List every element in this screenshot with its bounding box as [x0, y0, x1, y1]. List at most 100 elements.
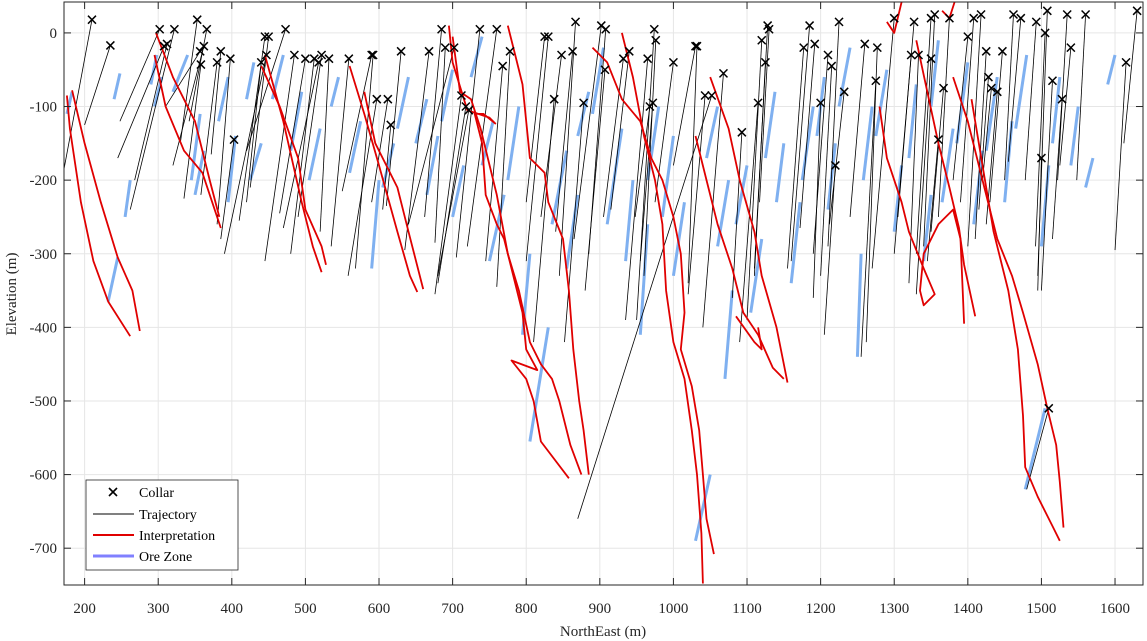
ore-zone-segment [789, 202, 802, 284]
y-tick-label: -200 [30, 173, 58, 189]
trajectory-line [485, 66, 504, 262]
trajectory-line [434, 95, 462, 295]
collar-marker [913, 50, 924, 60]
trajectory-line [937, 18, 950, 217]
collar-marker [1132, 6, 1142, 16]
collar-marker [87, 15, 97, 25]
collar-marker [557, 50, 567, 60]
collar-marker [839, 87, 849, 97]
x-tick-label: 1000 [658, 601, 688, 617]
trajectory-line [610, 51, 630, 210]
trajectory-line [974, 51, 987, 240]
collar-marker [1062, 9, 1072, 20]
collar-marker [368, 50, 378, 60]
collar-marker [983, 72, 993, 82]
collar-marker [192, 15, 202, 25]
trajectory-line [424, 29, 442, 217]
x-tick-labels: 200 300 400 500 600 700 800 900 1000 1100 1200 1300… [73, 601, 1130, 617]
trajectory-line [200, 62, 218, 195]
ore-zone-segment [528, 327, 550, 442]
trajectory-line [183, 64, 202, 199]
collar-marker [830, 160, 840, 170]
ore-zone-segment [705, 106, 720, 159]
x-tick-label: 1100 [732, 601, 761, 617]
collar-marker [261, 50, 271, 60]
trajectory-line [341, 54, 373, 192]
x-axis-title: NorthEast (m) [560, 624, 646, 640]
collar-series [87, 6, 1142, 413]
trajectory-line [759, 29, 770, 203]
collar-marker [464, 105, 474, 115]
collar-marker [396, 46, 406, 56]
trajectory-line [1037, 10, 1048, 276]
trajectory-line [753, 25, 769, 269]
trajectory-line [1059, 47, 1072, 166]
trajectory-line [179, 19, 198, 144]
trajectory-line [860, 80, 877, 357]
trajectory-line [564, 102, 585, 343]
plot-area-frame [63, 1, 1144, 586]
ore-zone-segment [506, 106, 521, 181]
legend-label-trajectory: Trajectory [139, 508, 197, 523]
trajectory-line [1035, 32, 1046, 247]
y-tick-label: 0 [50, 26, 58, 42]
ore-zone-segment [425, 135, 440, 196]
trajectory-line [639, 102, 654, 262]
trajectory-line [290, 58, 315, 254]
trajectory-line [1052, 99, 1063, 240]
collar-marker [105, 40, 115, 50]
ore-zone-segment [624, 180, 635, 262]
ore-zone-segment [414, 98, 429, 144]
collar-marker [1047, 76, 1058, 86]
trajectory-line [437, 106, 467, 284]
trajectory-line [555, 51, 573, 232]
ore-zone-segment [892, 165, 904, 232]
trajectory-line [355, 54, 374, 269]
trajectory-line [634, 106, 651, 217]
collar-marker [737, 127, 747, 137]
ore-zone-segment [774, 143, 786, 203]
collar-marker [992, 87, 1002, 97]
interpretation-line [735, 315, 763, 351]
collar-marker [1057, 94, 1067, 104]
ore-zone-segment [929, 40, 940, 107]
collar-marker [212, 57, 222, 67]
trajectory-line [188, 29, 208, 122]
collar-marker [930, 9, 940, 20]
collar-marker [424, 46, 434, 56]
collar-marker [202, 24, 212, 34]
ore-zone-segment [1050, 76, 1062, 144]
collar-marker [1031, 17, 1041, 27]
collar-marker [976, 9, 986, 20]
collar-marker [1066, 43, 1076, 53]
collar-marker [169, 24, 179, 34]
collar-marker [505, 46, 515, 56]
trajectory-line [673, 46, 696, 166]
collar-marker [834, 17, 844, 27]
interpretation-line [71, 90, 141, 332]
x-tick-label: 1400 [953, 601, 983, 617]
trajectory-line [220, 139, 235, 240]
collar-marker [643, 54, 653, 64]
ore-zone-segment [855, 253, 863, 357]
y-tick-label: -300 [30, 247, 58, 263]
collar-marker [289, 50, 299, 60]
ore-zone-segment [1014, 54, 1029, 129]
ore-zone-segment [106, 257, 120, 302]
collar-marker [1042, 6, 1052, 16]
trajectory-line [687, 46, 698, 284]
x-tick-label: 1300 [879, 601, 909, 617]
collar-marker [1036, 153, 1046, 163]
collar-marker [344, 54, 354, 64]
trajectory-line [829, 91, 845, 225]
trajectory-line [319, 58, 330, 232]
trajectory-line [908, 54, 919, 284]
collar-marker [372, 94, 382, 104]
trajectory-line [871, 18, 895, 269]
ore-zone-segment [763, 91, 777, 159]
trajectory-line [1123, 10, 1138, 144]
ore-zone-segment [171, 54, 190, 93]
collar-marker [810, 39, 820, 49]
collar-marker [314, 57, 324, 67]
collar-marker [324, 54, 334, 64]
